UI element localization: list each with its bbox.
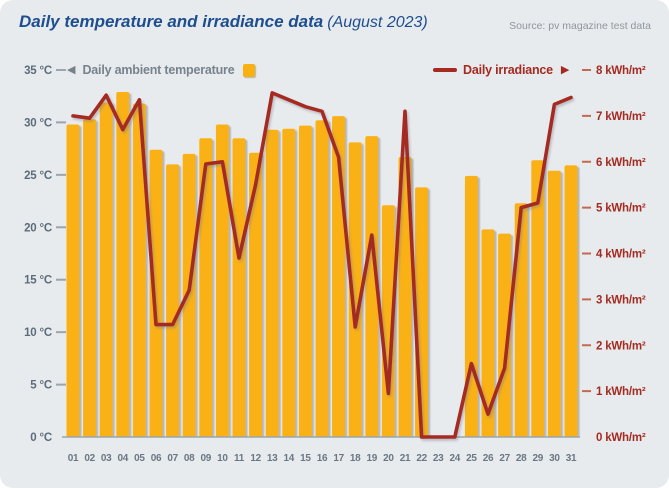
title-subtitle: (August 2023) bbox=[327, 14, 428, 31]
x-axis-day-label: 27 bbox=[499, 453, 510, 464]
left-axis-label: 10 °C bbox=[24, 327, 52, 339]
temperature-bar bbox=[316, 120, 329, 440]
left-axis-label: 20 °C bbox=[24, 222, 52, 234]
legend-irradiance: Daily irradiance ▶ bbox=[433, 61, 569, 79]
x-axis-day-label: 04 bbox=[118, 453, 129, 464]
arrow-right-icon: ▶ bbox=[561, 65, 569, 76]
page-title: Daily temperature and irradiance data(Au… bbox=[19, 12, 428, 32]
temperature-bar bbox=[565, 165, 578, 440]
left-axis-label: 5 °C bbox=[30, 380, 52, 392]
x-axis-day-label: 07 bbox=[167, 453, 178, 464]
right-axis-label: 1 kWh/m² bbox=[596, 386, 646, 398]
temperature-bar bbox=[465, 176, 478, 440]
temperature-bar bbox=[83, 119, 96, 440]
temperature-bar bbox=[233, 138, 246, 440]
x-axis-day-label: 13 bbox=[267, 453, 278, 464]
right-axis-label: 4 kWh/m² bbox=[596, 249, 646, 261]
temperature-bar bbox=[282, 129, 295, 440]
source-attribution: Source: pv magazine test data bbox=[509, 20, 651, 32]
x-axis-day-label: 21 bbox=[400, 453, 411, 464]
right-axis-label: 8 kWh/m² bbox=[596, 65, 646, 77]
x-axis-day-label: 03 bbox=[101, 453, 112, 464]
x-axis-day-label: 09 bbox=[201, 453, 212, 464]
x-axis-day-label: 10 bbox=[217, 453, 228, 464]
legend-temperature-label: Daily ambient temperature bbox=[82, 63, 234, 77]
right-axis-label: 5 kWh/m² bbox=[596, 203, 646, 215]
arrow-left-icon: ◀ bbox=[67, 65, 75, 76]
x-axis-day-label: 14 bbox=[284, 453, 295, 464]
temperature-bar bbox=[299, 126, 312, 440]
x-axis-day-label: 30 bbox=[549, 453, 560, 464]
chart-card: 35 °C 30 °C 25 °C 20 °C 15 °C 10 °C 5 °C 0 °C 8 … bbox=[0, 0, 669, 488]
temperature-bar bbox=[249, 153, 262, 440]
right-axis-label: 0 kWh/m² bbox=[596, 432, 646, 444]
left-axis-label: 35 °C bbox=[24, 65, 52, 77]
x-axis-day-label: 24 bbox=[450, 453, 461, 464]
x-axis-day-label: 15 bbox=[300, 453, 311, 464]
right-axis-label: 3 kWh/m² bbox=[596, 294, 646, 306]
temperature-bar bbox=[100, 103, 113, 441]
x-axis-day-label: 06 bbox=[151, 453, 162, 464]
right-axis-label: 2 kWh/m² bbox=[596, 340, 646, 352]
x-axis-day-label: 31 bbox=[566, 453, 577, 464]
x-axis-day-label: 18 bbox=[350, 453, 361, 464]
x-axis-day-label: 05 bbox=[134, 453, 145, 464]
left-axis-label: 15 °C bbox=[24, 275, 52, 287]
left-axis-label: 25 °C bbox=[24, 170, 52, 182]
left-axis-label: 0 °C bbox=[30, 432, 52, 444]
x-axis-day-label: 16 bbox=[317, 453, 328, 464]
right-axis-label: 7 kWh/m² bbox=[596, 111, 646, 123]
temperature-bar bbox=[199, 138, 212, 440]
x-axis-day-label: 02 bbox=[84, 453, 95, 464]
x-axis-day-label: 08 bbox=[184, 453, 195, 464]
x-axis-day-label: 26 bbox=[483, 453, 494, 464]
x-axis-day-label: 19 bbox=[367, 453, 378, 464]
x-axis-day-label: 17 bbox=[333, 453, 344, 464]
x-axis-day-label: 12 bbox=[250, 453, 261, 464]
irradiance-line-sample-icon bbox=[433, 68, 457, 72]
temperature-bar bbox=[150, 150, 163, 440]
left-axis-label: 30 °C bbox=[24, 117, 52, 129]
legend-temperature: ◀ Daily ambient temperature bbox=[67, 61, 255, 79]
temperature-bar bbox=[67, 125, 80, 441]
x-axis-day-label: 25 bbox=[466, 453, 477, 464]
temperature-bar bbox=[166, 164, 179, 440]
x-axis-day-label: 11 bbox=[234, 453, 245, 464]
x-axis-day-label: 20 bbox=[383, 453, 394, 464]
temperature-bar bbox=[548, 171, 561, 440]
title-text: Daily temperature and irradiance data bbox=[19, 12, 323, 31]
x-axis-day-label: 28 bbox=[516, 453, 527, 464]
temperature-bar bbox=[116, 92, 129, 440]
x-axis-day-label: 22 bbox=[416, 453, 427, 464]
temperature-bar bbox=[266, 130, 279, 440]
x-axis-day-label: 01 bbox=[68, 453, 79, 464]
temperature-swatch-icon bbox=[243, 64, 255, 77]
x-axis-day-label: 29 bbox=[533, 453, 544, 464]
legend-irradiance-label: Daily irradiance bbox=[463, 63, 553, 77]
right-axis-label: 6 kWh/m² bbox=[596, 157, 646, 169]
x-axis-day-label: 23 bbox=[433, 453, 444, 464]
